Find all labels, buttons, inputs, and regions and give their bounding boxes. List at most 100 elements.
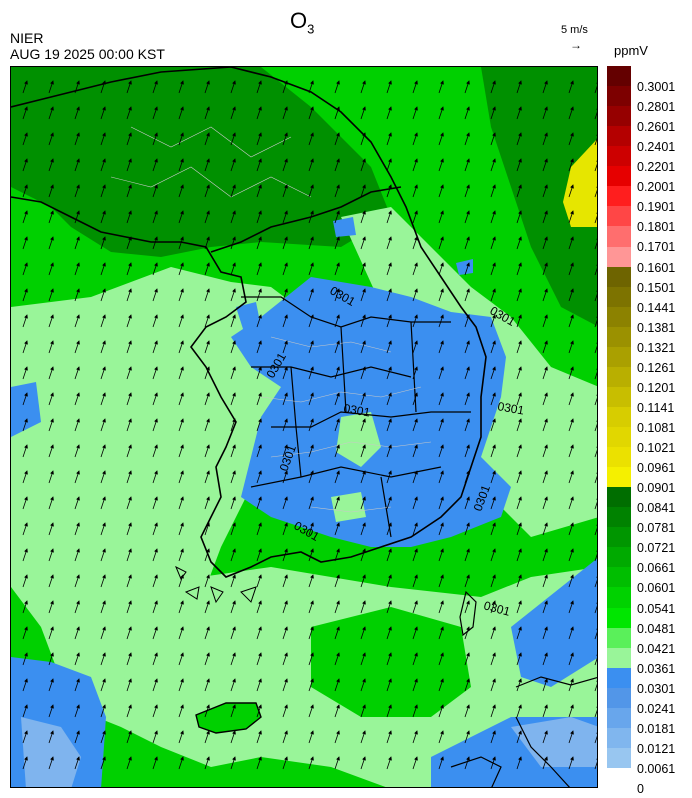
legend-swatch — [607, 527, 631, 548]
wind-vector — [464, 626, 470, 640]
wind-vector — [360, 340, 366, 354]
wind-vector — [126, 678, 132, 692]
wind-vector — [178, 80, 184, 94]
wind-vector — [334, 522, 340, 536]
wind-vector — [152, 210, 158, 224]
wind-vector — [48, 418, 54, 432]
wind-vector — [204, 704, 210, 718]
wind-vector — [22, 106, 28, 120]
wind-vector — [360, 184, 366, 198]
wind-vector — [204, 262, 210, 276]
wind-vector — [256, 626, 262, 640]
wind-vector — [178, 366, 184, 380]
wind-vector — [74, 704, 80, 718]
wind-vector — [178, 548, 184, 562]
region-light-blue-southwest — [21, 717, 81, 787]
wind-vector — [48, 522, 54, 536]
wind-vector — [256, 80, 262, 94]
wind-vector — [256, 574, 262, 588]
legend-label: 0.1381 — [637, 320, 676, 335]
wind-vector — [74, 548, 80, 562]
wind-vector — [178, 678, 184, 692]
wind-vector — [542, 444, 548, 458]
wind-vector — [152, 184, 158, 198]
wind-vector — [594, 574, 597, 588]
wind-vector — [126, 548, 132, 562]
wind-vector — [412, 314, 418, 328]
wind-vector — [22, 340, 28, 354]
wind-vector — [542, 184, 548, 198]
wind-vector — [568, 522, 574, 536]
wind-vector — [178, 418, 184, 432]
wind-vector — [412, 730, 418, 744]
wind-vector — [48, 314, 54, 328]
wind-vector — [74, 262, 80, 276]
wind-vector — [464, 704, 470, 718]
wind-vector — [308, 262, 314, 276]
wind-vector — [48, 158, 54, 172]
wind-vector — [464, 522, 470, 536]
wind-vector — [594, 236, 597, 250]
wind-vector — [22, 158, 28, 172]
wind-vector — [568, 756, 574, 770]
wind-vector — [568, 184, 574, 198]
wind-vector — [204, 574, 210, 588]
wind-vector — [542, 366, 548, 380]
wind-vector — [360, 80, 366, 94]
wind-vector — [178, 470, 184, 484]
wind-scale-label: 5 m/s — [561, 24, 588, 36]
wind-vector — [516, 496, 522, 510]
wind-vector — [308, 574, 314, 588]
legend-swatch — [607, 627, 631, 649]
legend-swatch — [607, 86, 631, 107]
legend-label: 0.1021 — [637, 441, 676, 456]
wind-vector — [282, 418, 288, 432]
wind-vector — [464, 366, 470, 380]
wind-vector — [594, 704, 597, 718]
legend-label: 0.1901 — [637, 200, 676, 215]
legend-label: 0.0901 — [637, 481, 676, 496]
wind-vector — [542, 80, 548, 94]
legend-label: 0.0781 — [637, 521, 676, 536]
wind-vector — [464, 184, 470, 198]
wind-vector — [178, 730, 184, 744]
wind-vector — [542, 288, 548, 302]
wind-vector — [126, 522, 132, 536]
wind-vector — [74, 444, 80, 458]
wind-vector — [438, 158, 444, 172]
wind-vector — [256, 288, 262, 302]
wind-vector — [490, 288, 496, 302]
legend-label: 0.0541 — [637, 601, 676, 616]
wind-vector — [438, 392, 444, 406]
wind-vector — [74, 756, 80, 770]
wind-vector — [490, 756, 496, 770]
wind-vector — [282, 80, 288, 94]
wind-vector — [308, 184, 314, 198]
wind-vector — [594, 756, 597, 770]
wind-vector — [334, 600, 340, 614]
wind-vector — [490, 80, 496, 94]
wind-vector — [542, 756, 548, 770]
wind-vector — [230, 210, 236, 224]
contour-label: 0301 — [482, 598, 512, 619]
wind-vector — [594, 314, 597, 328]
wind-vector — [438, 704, 444, 718]
wind-vector — [100, 756, 106, 770]
wind-vector — [568, 470, 574, 484]
wind-vector — [230, 574, 236, 588]
wind-vector — [48, 652, 54, 666]
wind-vector — [412, 652, 418, 666]
legend-label: 0.0361 — [637, 661, 676, 676]
wind-vector — [22, 574, 28, 588]
wind-vector — [490, 236, 496, 250]
wind-vector — [516, 756, 522, 770]
wind-vector — [516, 600, 522, 614]
wind-vector — [230, 158, 236, 172]
wind-vector — [568, 366, 574, 380]
legend-swatch — [607, 166, 631, 187]
wind-vector — [464, 418, 470, 432]
wind-vector — [386, 444, 392, 458]
legend-label: 0.2401 — [637, 140, 676, 155]
wind-vector — [568, 392, 574, 406]
wind-vector — [438, 470, 444, 484]
